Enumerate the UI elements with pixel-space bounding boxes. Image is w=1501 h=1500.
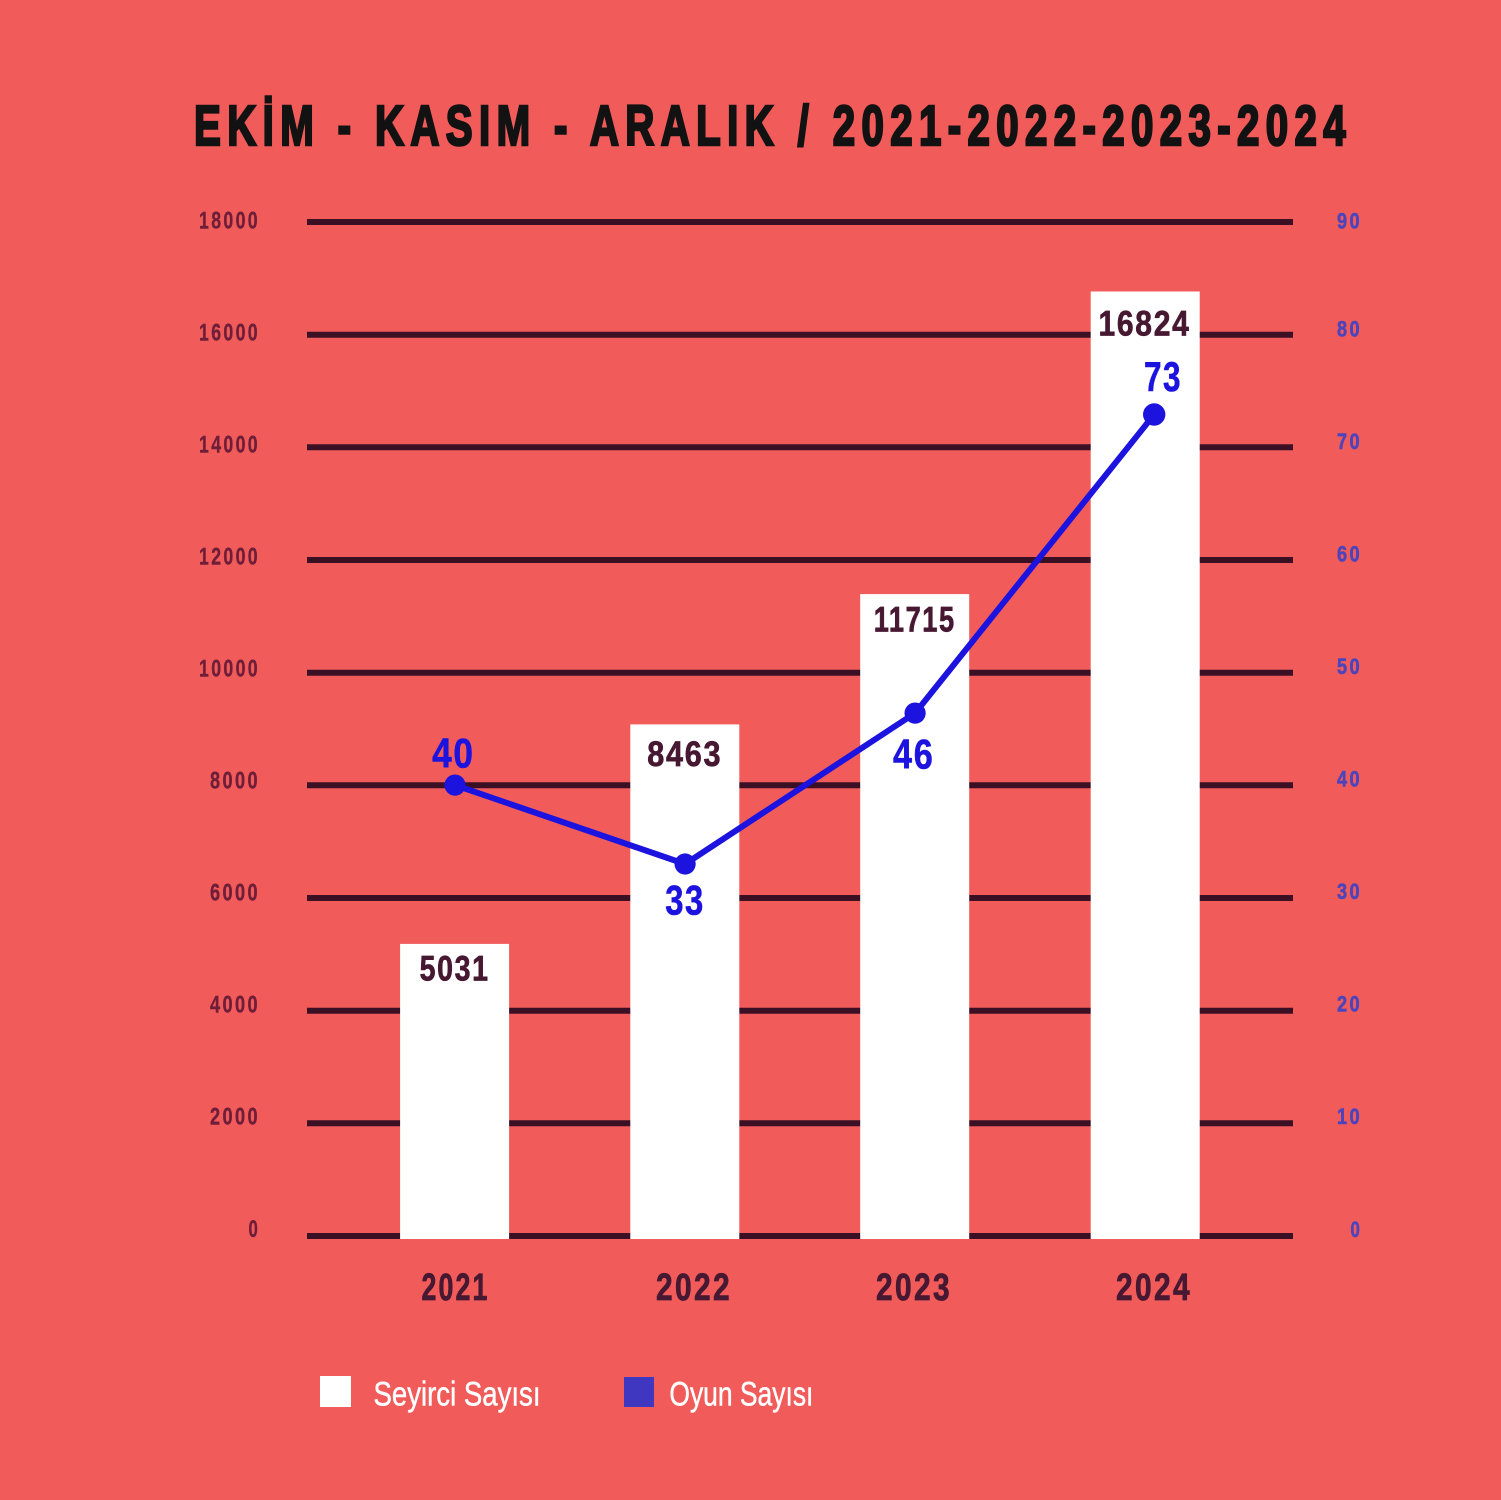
svg-text:0: 0 — [1351, 1217, 1363, 1242]
svg-text:EKİM - KASIM - ARALIK / 2021-2: EKİM - KASIM - ARALIK / 2021-2022-2023-2… — [194, 94, 1352, 158]
svg-text:2022: 2022 — [656, 1267, 732, 1309]
svg-text:18000: 18000 — [199, 208, 260, 235]
svg-text:73: 73 — [1144, 353, 1182, 400]
svg-text:8000: 8000 — [210, 768, 260, 795]
svg-text:10000: 10000 — [199, 656, 260, 683]
svg-text:46: 46 — [893, 730, 934, 777]
svg-text:8463: 8463 — [647, 735, 722, 774]
svg-text:Seyirci Sayısı: Seyirci Sayısı — [374, 1376, 541, 1414]
svg-text:4000: 4000 — [210, 992, 260, 1019]
svg-text:2021: 2021 — [422, 1267, 490, 1309]
svg-text:Oyun Sayısı: Oyun Sayısı — [669, 1376, 813, 1414]
svg-text:60: 60 — [1337, 542, 1362, 567]
svg-text:2023: 2023 — [876, 1267, 952, 1309]
svg-text:10: 10 — [1337, 1104, 1362, 1129]
svg-text:2024: 2024 — [1116, 1267, 1192, 1309]
svg-text:80: 80 — [1337, 317, 1362, 342]
svg-text:16000: 16000 — [199, 320, 260, 347]
svg-text:40: 40 — [1337, 767, 1362, 792]
svg-text:20: 20 — [1337, 992, 1362, 1017]
svg-text:70: 70 — [1337, 429, 1362, 454]
svg-text:5031: 5031 — [420, 949, 490, 988]
svg-text:16824: 16824 — [1099, 305, 1191, 344]
svg-text:12000: 12000 — [199, 544, 260, 571]
svg-text:30: 30 — [1337, 879, 1362, 904]
svg-text:90: 90 — [1337, 209, 1362, 234]
svg-text:50: 50 — [1337, 654, 1362, 679]
svg-text:0: 0 — [249, 1216, 261, 1243]
svg-text:6000: 6000 — [210, 880, 260, 907]
svg-text:40: 40 — [432, 730, 475, 777]
svg-text:14000: 14000 — [199, 432, 260, 459]
svg-text:33: 33 — [665, 877, 705, 924]
svg-text:2000: 2000 — [210, 1104, 260, 1131]
svg-text:11715: 11715 — [874, 601, 956, 640]
